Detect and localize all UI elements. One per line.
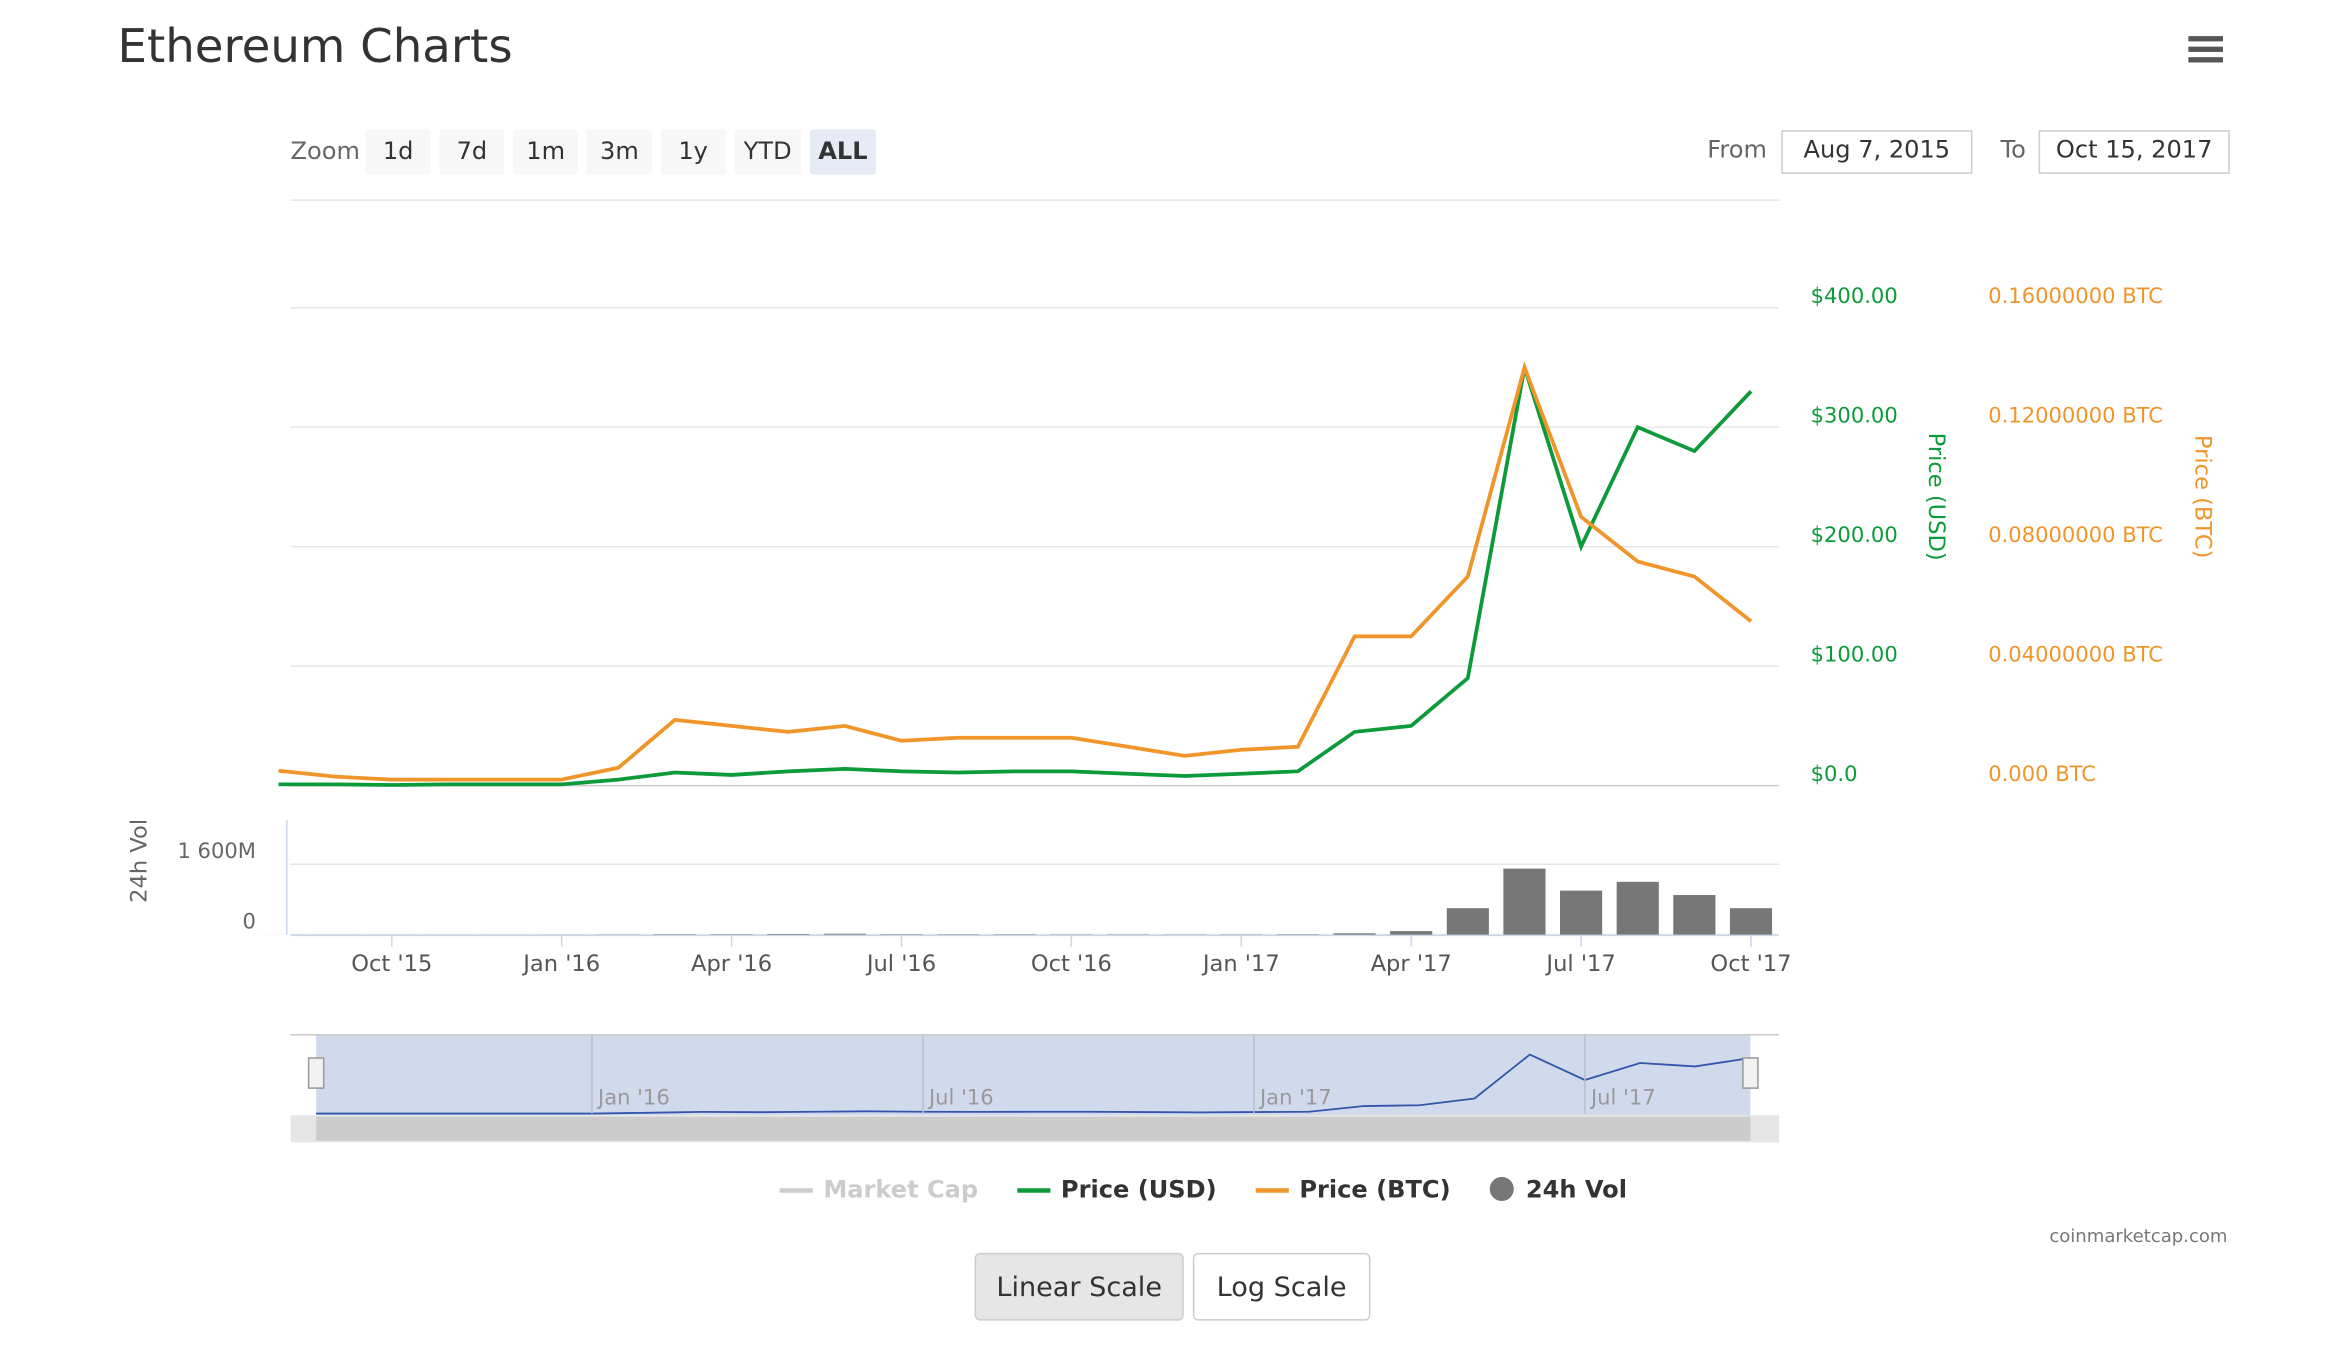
zoom-button[interactable] — [365, 129, 431, 175]
zoom-button-label[interactable]: YTD — [743, 137, 792, 165]
scale-button-label[interactable]: Linear Scale — [996, 1272, 1162, 1303]
y2-tick-label: 0.16000000 BTC — [1988, 283, 2163, 308]
volume-bar — [1673, 895, 1716, 935]
scale-button-label[interactable]: Log Scale — [1217, 1272, 1347, 1303]
zoom-button-label[interactable]: 7d — [457, 137, 488, 165]
navigator-label: Jan '17 — [1258, 1085, 1332, 1110]
y-tick-label: $400.00 — [1811, 283, 1898, 308]
menu-icon[interactable] — [2188, 36, 2223, 63]
legend-symbol[interactable] — [1489, 1176, 1514, 1202]
legend-label[interactable]: Price (USD) — [1061, 1175, 1217, 1203]
y2-tick-label: 0.12000000 BTC — [1988, 403, 2163, 428]
y2-tick-label: 0.000 BTC — [1988, 761, 2096, 786]
from-value[interactable]: Aug 7, 2015 — [1804, 136, 1951, 164]
zoom-button[interactable] — [587, 129, 652, 175]
x-tick-label: Oct '16 — [1031, 951, 1112, 977]
navigator-handle[interactable] — [307, 1057, 325, 1089]
navigator-mask — [316, 1035, 1751, 1116]
x-tick-label: Apr '16 — [691, 951, 772, 977]
navigator-label: Jul '16 — [927, 1085, 994, 1110]
navigator-label: Jan '16 — [596, 1085, 670, 1110]
x-tick-label: Jul '17 — [1544, 951, 1615, 977]
volume-bar — [1446, 908, 1489, 935]
x-tick-label: Apr '17 — [1371, 951, 1452, 977]
volume-bar — [1390, 931, 1433, 935]
x-tick-label: Jan '16 — [521, 951, 600, 977]
vol-axis-title: 24h Vol — [127, 819, 153, 903]
zoom-button[interactable] — [809, 129, 877, 175]
y-tick-label: $0.0 — [1811, 761, 1858, 786]
volume-bar — [1729, 908, 1773, 935]
volume-bar — [1616, 881, 1659, 935]
volume-bar — [1560, 890, 1603, 935]
navigator-label: Jul '17 — [1589, 1085, 1656, 1110]
zoom-label: Zoom — [291, 137, 360, 165]
to-input[interactable] — [2038, 130, 2230, 174]
zoom-button[interactable] — [734, 129, 801, 175]
volume-bar — [767, 933, 810, 935]
x-tick-label: Oct '17 — [1710, 951, 1791, 977]
vol-tick-label: 1 600M — [177, 838, 255, 863]
x-tick-label: Oct '15 — [351, 951, 432, 977]
y-axis-title: Price (USD) — [1923, 433, 1949, 561]
zoom-button[interactable] — [439, 129, 505, 175]
scale-button[interactable] — [1192, 1252, 1371, 1321]
from-label: From — [1707, 136, 1767, 164]
credit: coinmarketcap.com — [2049, 1226, 2227, 1247]
y2-axis-title: Price (BTC) — [2189, 435, 2215, 559]
zoom-button-label[interactable]: 1y — [678, 137, 708, 165]
to-label: To — [1999, 136, 2025, 164]
to-value[interactable]: Oct 15, 2017 — [2056, 136, 2213, 164]
legend-label[interactable]: Price (BTC) — [1299, 1175, 1450, 1203]
volume-bar — [1503, 868, 1546, 935]
zoom-button[interactable] — [660, 129, 726, 175]
volume-bar — [1333, 933, 1376, 935]
zoom-button-label[interactable]: 1m — [526, 137, 565, 165]
y-tick-label: $300.00 — [1811, 403, 1898, 428]
price-line — [278, 366, 1753, 787]
scrollbar-thumb[interactable] — [316, 1116, 1751, 1141]
zoom-button-label[interactable]: 1d — [383, 137, 414, 165]
navigator-line — [316, 1053, 1751, 1115]
vol-tick-label: 0 — [243, 909, 256, 934]
x-tick-label: Jul '16 — [865, 951, 936, 977]
page-title: Ethereum Charts — [117, 20, 512, 74]
zoom-button-label[interactable]: 3m — [600, 137, 639, 165]
y2-tick-label: 0.08000000 BTC — [1988, 522, 2163, 547]
navigator-handle[interactable] — [1742, 1057, 1759, 1089]
legend-label[interactable]: 24h Vol — [1526, 1175, 1627, 1203]
from-input[interactable] — [1781, 130, 1973, 174]
zoom-button[interactable] — [513, 129, 579, 175]
scale-button[interactable] — [974, 1252, 1184, 1321]
y-tick-label: $100.00 — [1811, 642, 1898, 667]
volume-bar — [823, 933, 866, 935]
legend-label[interactable]: Market Cap — [823, 1175, 978, 1203]
zoom-button-label[interactable]: ALL — [818, 137, 867, 165]
price-line — [278, 361, 1753, 782]
x-tick-label: Jan '17 — [1201, 951, 1280, 977]
y2-tick-label: 0.04000000 BTC — [1988, 642, 2163, 667]
y-tick-label: $200.00 — [1811, 522, 1898, 547]
